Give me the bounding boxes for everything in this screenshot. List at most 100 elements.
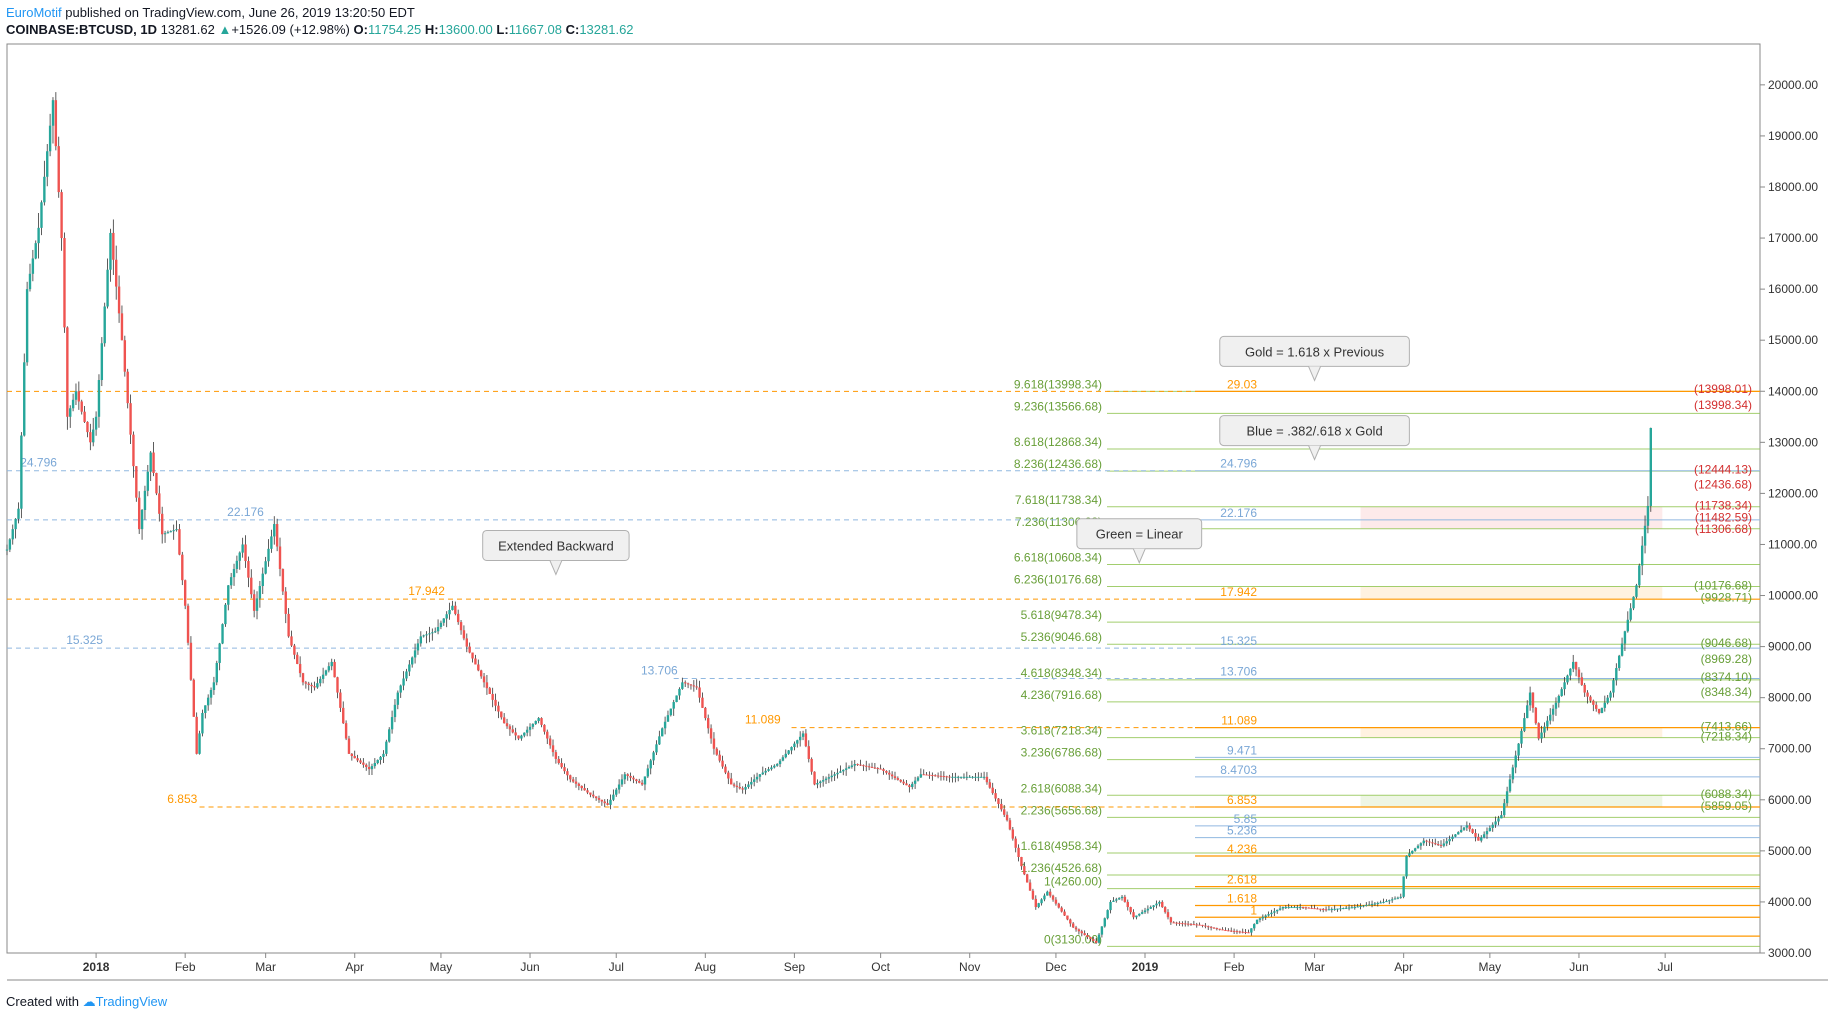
- candle-body: [1267, 914, 1270, 916]
- candle-body: [592, 794, 595, 797]
- candle-body: [344, 723, 348, 739]
- candle-body: [204, 705, 207, 713]
- candle-body: [1158, 901, 1161, 904]
- x-tick-label-17: Jun: [1569, 960, 1588, 974]
- candle-body: [709, 728, 713, 739]
- candle-body: [474, 658, 477, 665]
- candle-body: [623, 774, 627, 780]
- candle-body: [224, 604, 227, 625]
- candle-body: [876, 768, 879, 770]
- candle-body: [66, 327, 69, 417]
- candle-body: [589, 792, 592, 795]
- candle-body: [428, 633, 431, 635]
- candle-body: [267, 548, 270, 562]
- candle-body: [684, 682, 687, 684]
- candle-body: [718, 754, 721, 761]
- candle-body: [1468, 825, 1471, 830]
- candle-body: [1278, 908, 1282, 910]
- candle-body: [304, 682, 308, 684]
- candle-body: [1359, 906, 1362, 908]
- callout-2[interactable]: Green = Linear: [1076, 518, 1203, 565]
- candle-body: [850, 765, 854, 767]
- candle-body: [1287, 907, 1290, 909]
- candle-body: [675, 695, 678, 703]
- candle-body: [1537, 723, 1540, 739]
- candle-body: [729, 778, 733, 785]
- candle-body: [321, 674, 325, 679]
- candle-body: [365, 764, 368, 767]
- candle-body: [166, 532, 170, 534]
- candle-body: [1586, 692, 1589, 697]
- candle-body: [333, 661, 336, 678]
- candle-body: [227, 585, 230, 605]
- candle-body: [948, 776, 951, 778]
- change-value: +1526.09 (+12.98%): [231, 22, 350, 37]
- candle-body: [1408, 853, 1411, 856]
- open-value: 11754.25: [367, 22, 422, 37]
- candle-body: [787, 750, 790, 754]
- candle-body: [296, 654, 299, 664]
- callout-3[interactable]: Extended Backward: [482, 529, 630, 576]
- candle-body: [1350, 907, 1354, 909]
- tradingview-brand[interactable]: TradingView: [95, 994, 168, 1009]
- callout-pointer: [549, 560, 563, 576]
- fib-label-13: 3.236(6786.68): [1021, 746, 1102, 760]
- candle-body: [327, 666, 331, 671]
- candle-body: [1316, 908, 1319, 910]
- candle-body: [603, 801, 606, 804]
- candle-body: [819, 781, 822, 784]
- candle-body: [275, 524, 279, 547]
- candle-body: [238, 552, 241, 561]
- candle-body: [531, 723, 535, 727]
- zone-0: [1360, 506, 1663, 529]
- candle-body: [388, 729, 391, 742]
- right-price-label-4: (11738.34): [1695, 498, 1752, 512]
- candle-body: [120, 313, 124, 341]
- candle-body: [1298, 907, 1302, 909]
- author-link[interactable]: EuroMotif: [6, 5, 62, 20]
- candle-body: [701, 697, 704, 708]
- candle-body: [859, 764, 862, 766]
- candle-body: [893, 776, 897, 779]
- candle-body: [1106, 910, 1109, 919]
- callout-0[interactable]: Gold = 1.618 x Previous: [1219, 335, 1410, 382]
- candle-body: [821, 780, 825, 782]
- candle-body: [109, 232, 112, 270]
- candle-body: [353, 756, 356, 759]
- high-value: 13600.00: [438, 22, 493, 37]
- candle-body: [31, 258, 35, 274]
- extended-label-4: 13.706: [641, 664, 678, 678]
- blue-label-7: 5.236: [1227, 824, 1257, 838]
- candle-body: [419, 636, 423, 644]
- candle-body: [298, 663, 302, 674]
- candle-body: [508, 726, 512, 730]
- candle-body: [1511, 767, 1515, 780]
- candle-body: [873, 767, 877, 769]
- candle-body: [1057, 903, 1060, 908]
- callout-1[interactable]: Blue = .382/.618 x Gold: [1219, 415, 1410, 461]
- candle-body: [1005, 814, 1009, 821]
- publish-info: published on TradingView.com, June 26, 2…: [65, 5, 415, 20]
- candle-body: [422, 635, 425, 637]
- extended-label-2: 15.325: [66, 633, 103, 647]
- fib-label-1: 9.236(13566.68): [1014, 399, 1102, 413]
- candle-body: [1457, 832, 1460, 835]
- candle-body: [471, 652, 474, 659]
- y-tick-label-5: 8000.00: [1768, 691, 1812, 705]
- candle-body: [1094, 940, 1098, 943]
- candle-body: [735, 785, 739, 788]
- candle-body: [1330, 909, 1334, 911]
- candle-body: [152, 452, 155, 473]
- candle-body: [1166, 912, 1170, 918]
- candle-body: [1379, 902, 1382, 904]
- callout-pointer: [1132, 548, 1146, 565]
- candle-body: [8, 539, 12, 550]
- candle-body: [1416, 845, 1420, 849]
- fib-label-2: 8.618(12868.34): [1014, 435, 1102, 449]
- candle-body: [465, 638, 469, 647]
- candle-body: [186, 605, 190, 643]
- candle-body: [1396, 897, 1400, 899]
- candle-body: [833, 774, 836, 776]
- candle-body: [1189, 923, 1193, 925]
